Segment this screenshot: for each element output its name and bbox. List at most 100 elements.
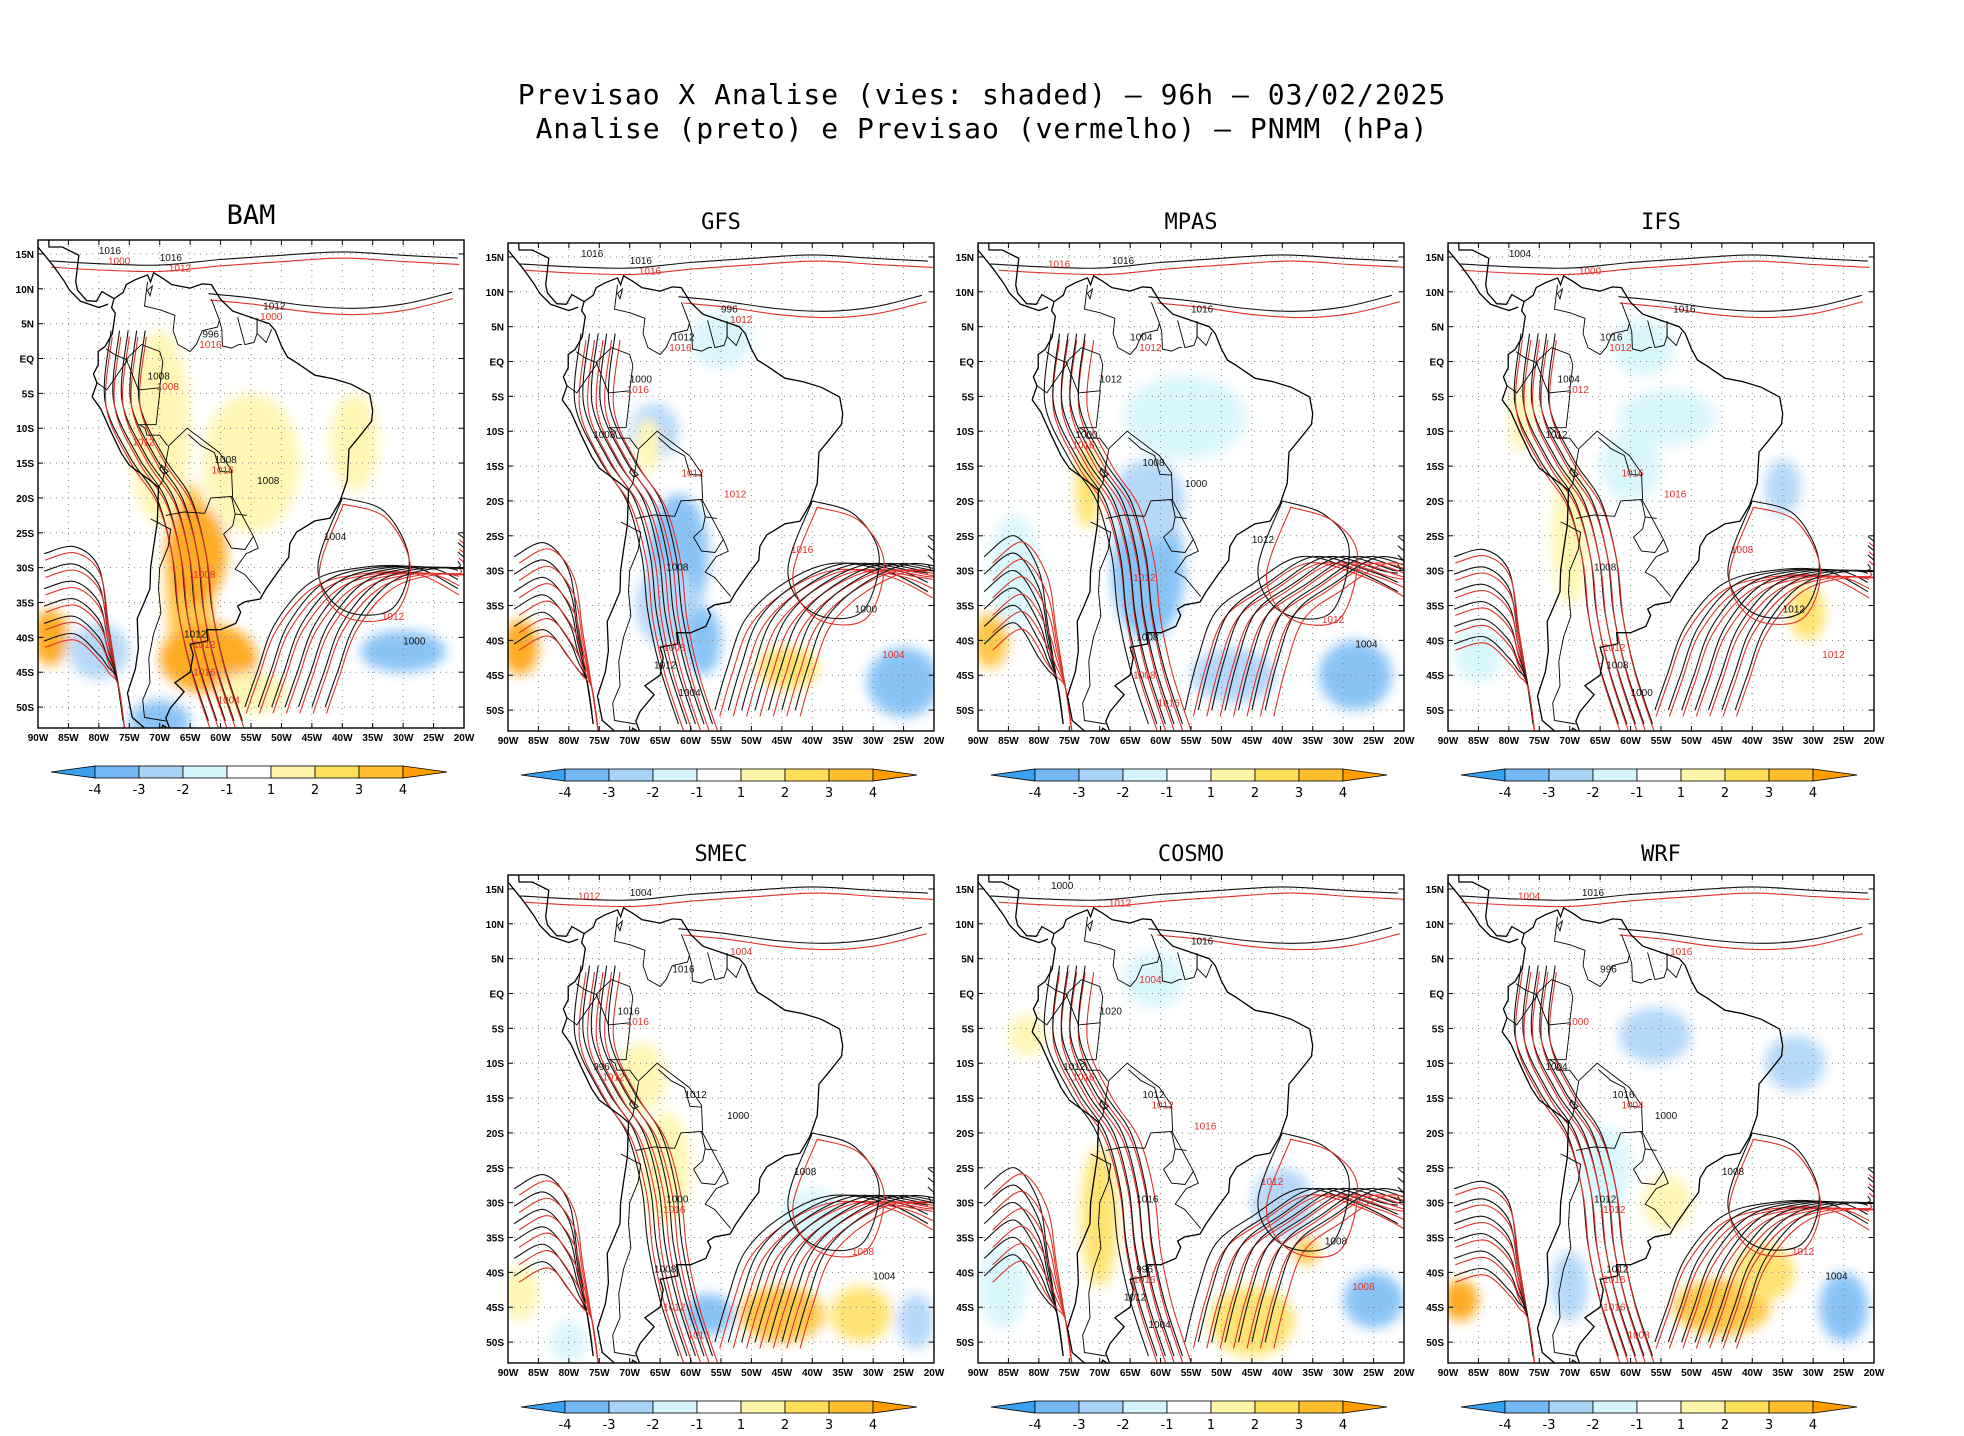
forecast-isobar-label: 1008 [157,382,180,393]
lon-tick-label: 70W [149,733,170,744]
forecast-isobar-label: 1016 [663,1205,686,1216]
analysis-isobar-label: 1008 [654,1264,677,1275]
forecast-isobar-label: 1012 [1322,615,1345,626]
analysis-isobar-label: 1012 [1063,1062,1086,1073]
forecast-isobar-label: 1004 [882,650,905,661]
panel-title-mpas: MPAS [1165,210,1218,235]
colorbar-label: 2 [1251,786,1259,801]
forecast-isobar-label: 1016 [193,668,216,679]
analysis-isobar-label: 1020 [1100,1006,1123,1017]
lon-tick-label: 85W [1468,1368,1489,1379]
analysis-isobar-label: 1000 [727,1111,750,1122]
analysis-isobar-label: 1008 [257,476,280,487]
lon-tick-label: 30W [1803,1368,1824,1379]
analysis-isobar-label: 1016 [160,253,183,264]
forecast-isobar-label: 1000 [108,256,131,267]
colorbar-label: 3 [825,786,833,801]
lat-lon-grid-mpas [978,243,1404,731]
colorbar-label: 4 [1809,786,1817,801]
forecast-isobar-label: 1012 [1133,573,1156,584]
lat-tick-label: 5S [1432,392,1445,403]
lon-tick-label: 55W [711,736,732,747]
colorbar-label: -1 [221,783,234,798]
lat-tick-label: 10S [1426,427,1444,438]
analysis-isobar-label: 1004 [1545,1062,1568,1073]
colorbar-ifs: -4 -3 -2 -1 1 2 3 4 [1460,768,1858,801]
lat-tick-label: 30S [1426,1199,1444,1210]
forecast-isobar-label: 1012 [1792,1247,1815,1258]
forecast-isobar-label: 1016 [1621,469,1644,480]
lon-tick-label: 45W [302,733,323,744]
lon-tick-label: 40W [1272,736,1293,747]
lat-tick-label: 5S [962,392,975,403]
coastlines-ifs [1448,243,1784,731]
colorbar-label: -4 [559,1418,572,1433]
lon-tick-label: 65W [650,736,671,747]
coastlines-gfs [508,243,844,731]
colorbar-label: -4 [89,783,102,798]
lat-tick-label: 45S [1426,671,1444,682]
analysis-isobar-label: 1016 [1612,1090,1635,1101]
colorbar-label: 1 [1677,1418,1685,1433]
lat-tick-label: 15S [1426,462,1444,473]
lat-tick-label: 5S [22,389,35,400]
lat-tick-label: 10S [16,424,34,435]
colorbar-label: -2 [647,1418,660,1433]
analysis-isobar-label: 1004 [1148,1320,1171,1331]
forecast-isobar-label: 1012 [1603,643,1626,654]
lat-tick-label: 15S [1426,1094,1444,1105]
lon-tick-label: 45W [772,1368,793,1379]
forecast-isobar-label: 1016 [627,1017,650,1028]
lat-tick-label: 25S [486,532,504,543]
lat-tick-label: 20S [1426,497,1444,508]
lat-tick-label: 50S [956,1338,974,1349]
analysis-isobar-label: 1008 [1325,1236,1348,1247]
lon-tick-label: 85W [58,733,79,744]
colorbar-label: -2 [1587,786,1600,801]
lon-tick-label: 45W [1242,736,1263,747]
forecast-isobar-label: 1012 [578,891,601,902]
lon-tick-label: 75W [1529,1368,1550,1379]
lon-tick-label: 90W [498,736,519,747]
lat-tick-label: 50S [486,706,504,717]
isobar-labels-wrf: 1016101210081004100010169961004101210121… [1518,888,1848,1342]
lon-tick-label: 80W [559,1368,580,1379]
isobar-labels-gfs: 1016101210081008101210001004101699610001… [581,249,905,699]
colorbar-label: -4 [1499,786,1512,801]
lon-tick-label: 20W [1864,1368,1885,1379]
lat-tick-label: 10S [486,1059,504,1070]
analysis-isobar-label: 1004 [630,888,653,899]
colorbar-label: 3 [1765,786,1773,801]
forecast-isobar-label: 1016 [211,466,234,477]
colorbar-wrf: -4 -3 -2 -1 1 2 3 4 [1460,1400,1858,1433]
analysis-isobar-label: 1004 [678,688,701,699]
lat-tick-label: 35S [956,602,974,613]
lon-tick-label: 45W [1242,1368,1263,1379]
lat-lon-grid-bam [38,240,464,728]
colorbar-label: 4 [869,786,877,801]
lon-tick-label: 50W [741,1368,762,1379]
lat-tick-label: 15S [486,462,504,473]
analysis-isobar-label: 1008 [1136,632,1159,643]
lon-tick-label: 30W [1333,1368,1354,1379]
colorbar-label: 3 [825,1418,833,1433]
forecast-isobar-label: 1012 [1109,898,1132,909]
lon-tick-label: 30W [863,736,884,747]
lat-tick-label: EQ [490,990,505,1001]
forecast-isobar-label: 1012 [1822,650,1845,661]
analysis-isobar-label: 1004 [1825,1271,1848,1282]
lon-tick-label: 45W [1712,736,1733,747]
forecast-isobar-label: 1000 [1567,1017,1590,1028]
colorbar-label: -3 [1073,1418,1086,1433]
lat-tick-label: 5N [1431,323,1444,334]
forecast-isobar-label: 1016 [627,385,650,396]
analysis-isobar-label: 1008 [1594,563,1617,574]
lat-tick-label: 5S [1432,1024,1445,1035]
lon-tick-label: 85W [528,1368,549,1379]
lat-tick-label: 30S [1426,567,1444,578]
lat-tick-label: 40S [16,633,34,644]
lat-tick-label: 40S [956,636,974,647]
analysis-isobar-label: 1008 [1142,458,1165,469]
analysis-isobar-label: 996 [1136,1264,1153,1275]
analysis-isobar-label: 1016 [672,965,695,976]
